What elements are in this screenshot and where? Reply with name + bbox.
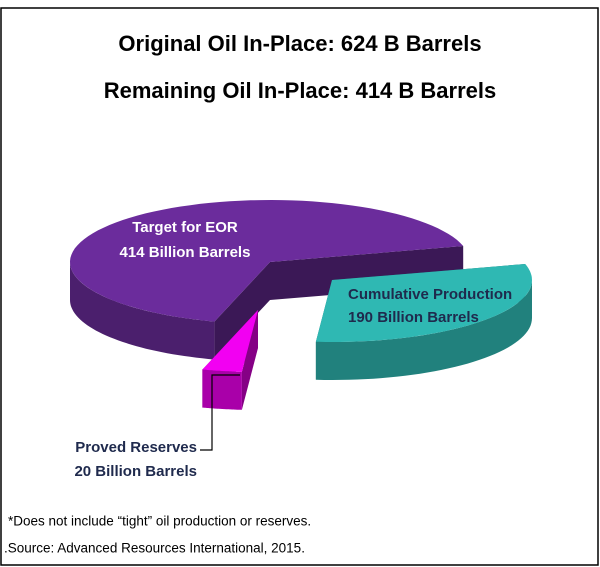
slice-side — [202, 369, 242, 410]
chart-subtitle: Remaining Oil In-Place: 414 B Barrels — [104, 78, 496, 103]
source-note: .Source: Advanced Resources Internationa… — [4, 541, 305, 556]
leader-line — [200, 374, 240, 451]
pie — [70, 200, 532, 410]
footnote: *Does not include “tight” oil production… — [8, 514, 311, 529]
value-label: 414 Billion Barrels — [120, 244, 251, 261]
slice-label: Proved Reserves — [75, 439, 197, 456]
slice — [315, 264, 532, 342]
slice — [70, 200, 464, 322]
slice-side — [70, 262, 215, 360]
slice — [202, 310, 258, 372]
slice-label: Cumulative Production — [348, 286, 512, 303]
value-label: 20 Billion Barrels — [74, 463, 197, 480]
slice-label: Target for EOR — [132, 219, 238, 236]
value-label: 190 Billion Barrels — [348, 309, 479, 326]
slice-wall — [214, 262, 270, 360]
slice-side — [315, 280, 532, 380]
chart-title: Original Oil In-Place: 624 B Barrels — [118, 31, 481, 56]
